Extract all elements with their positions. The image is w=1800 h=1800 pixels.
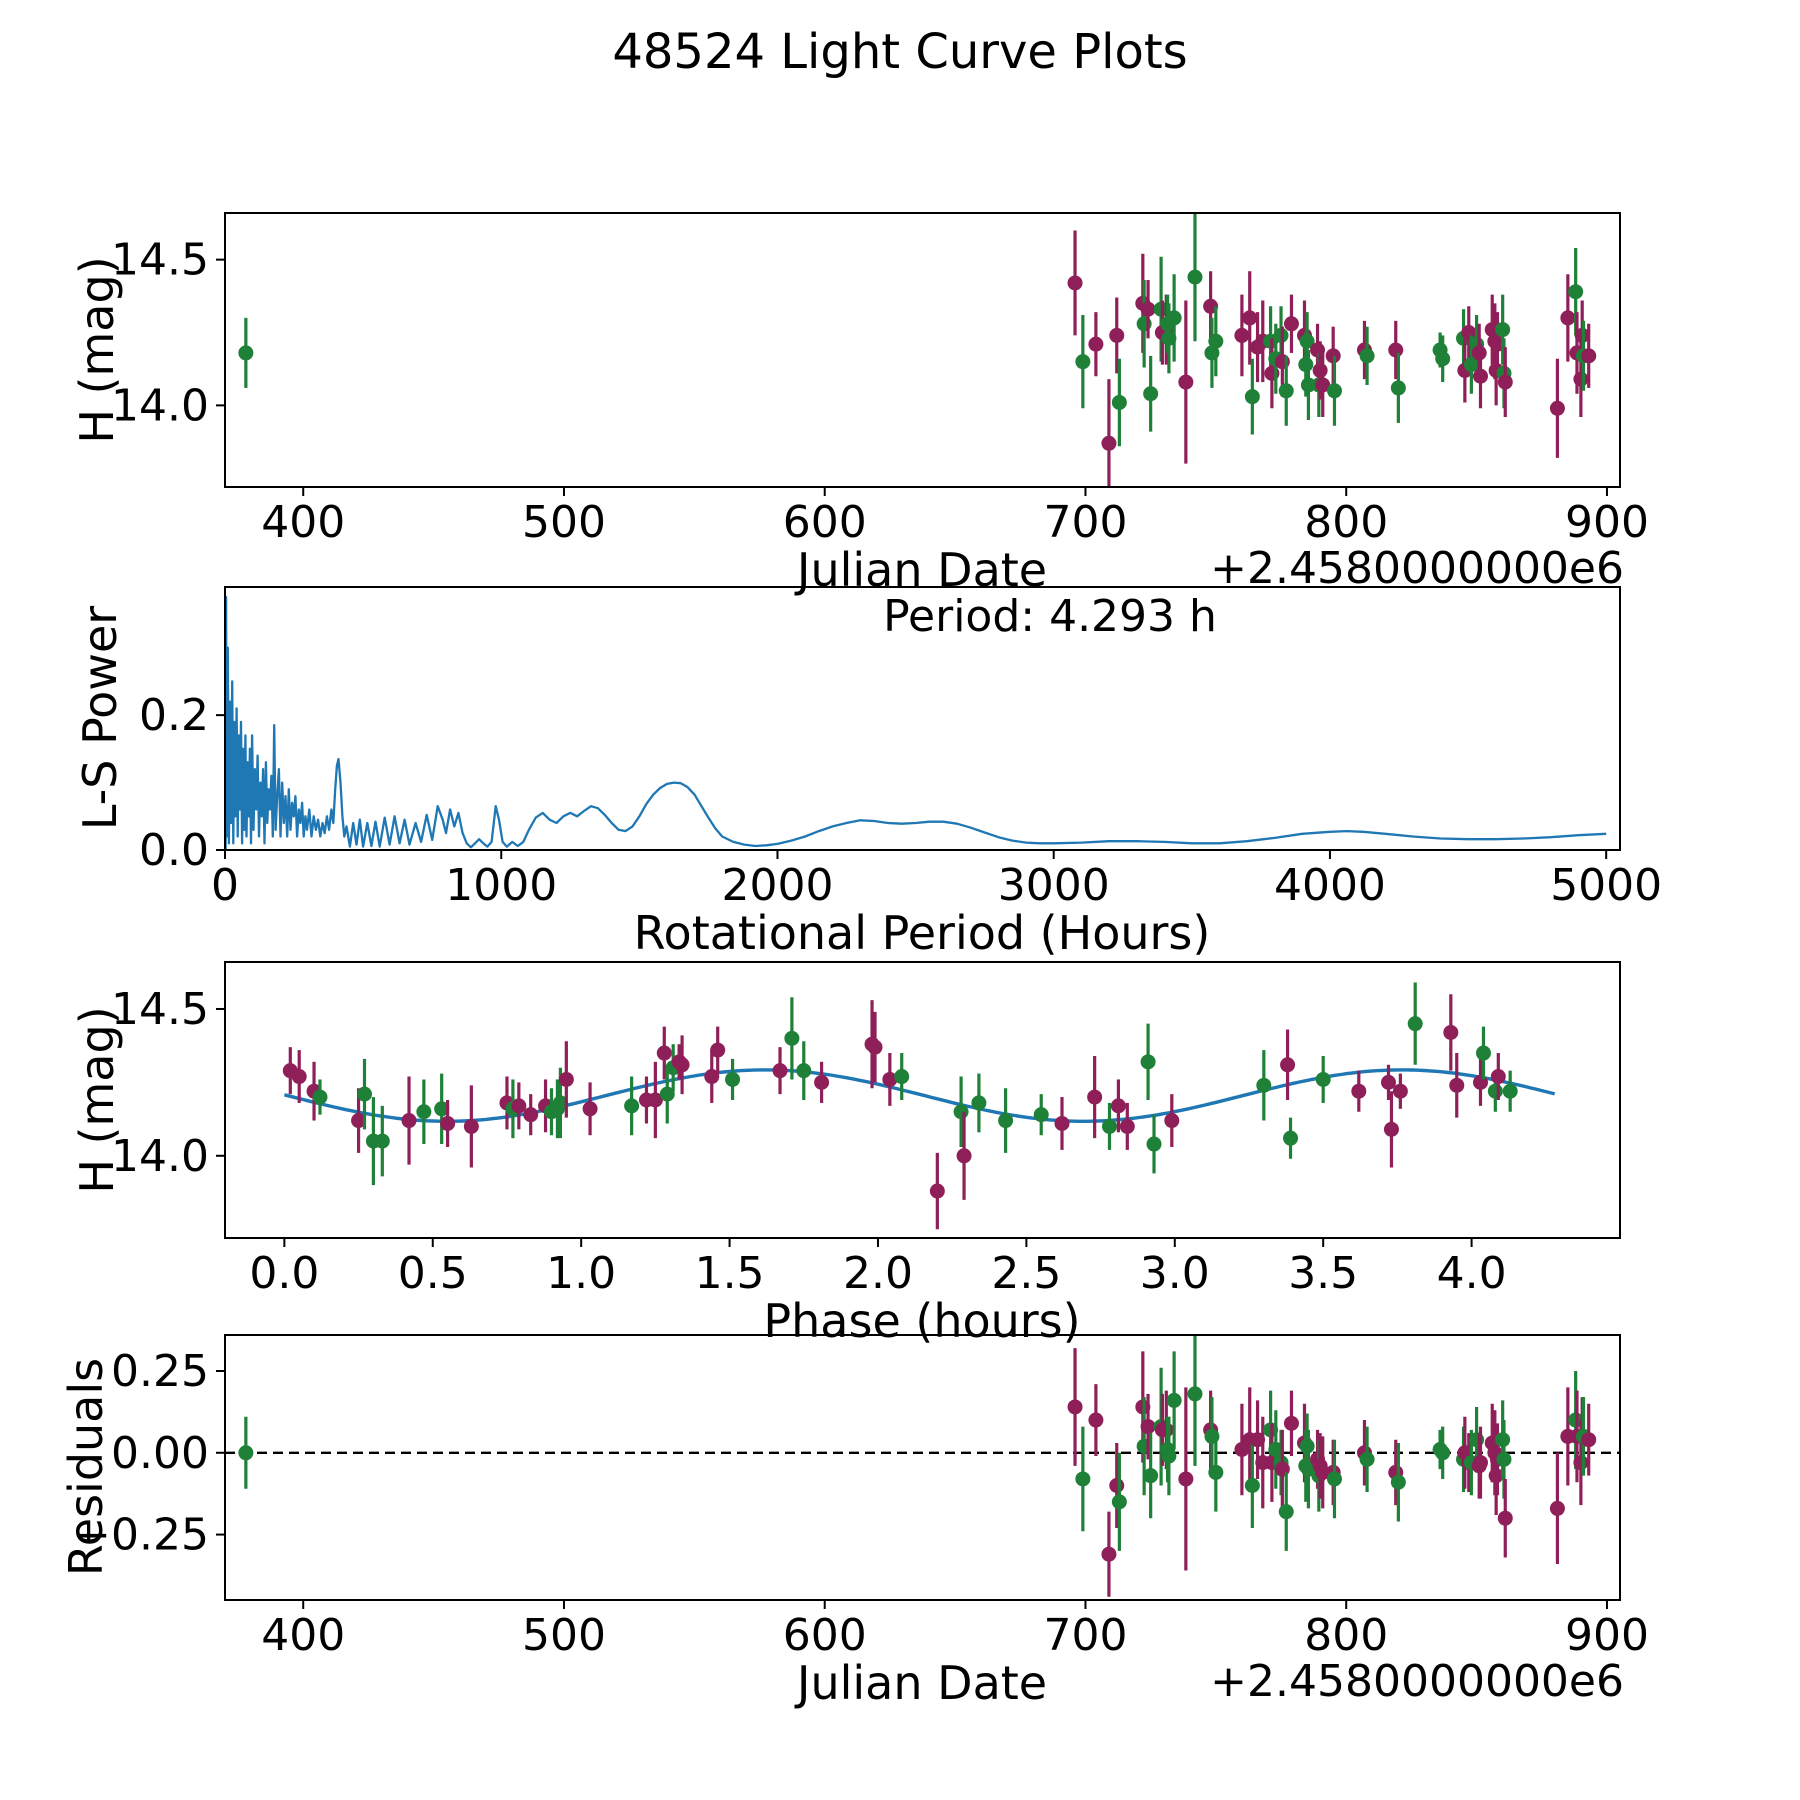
svg-text:1.0: 1.0 — [546, 1248, 616, 1299]
svg-text:5000: 5000 — [1550, 860, 1662, 911]
svg-text:4000: 4000 — [1274, 860, 1386, 911]
periodogram-x-axis-label: Rotational Period (Hours) — [633, 906, 1211, 960]
svg-text:14.0: 14.0 — [111, 380, 209, 431]
lightcurve-y-axis-label: H (mag) — [70, 256, 124, 444]
period-annotation: Period: 4.293 h — [883, 591, 1217, 642]
svg-text:3.0: 3.0 — [1140, 1248, 1210, 1299]
svg-text:700: 700 — [1043, 1610, 1127, 1661]
residuals-x-offset-text: +2.4580000000e6 — [1210, 1656, 1624, 1707]
svg-text:14.5: 14.5 — [111, 235, 209, 286]
svg-text:2.5: 2.5 — [991, 1248, 1061, 1299]
figure-title: 48524 Light Curve Plots — [612, 24, 1188, 80]
lightcurve-x-offset-text: +2.4580000000e6 — [1210, 543, 1624, 594]
svg-text:3000: 3000 — [998, 860, 1110, 911]
svg-text:1000: 1000 — [445, 860, 557, 911]
svg-text:3.5: 3.5 — [1288, 1248, 1358, 1299]
svg-text:400: 400 — [261, 497, 345, 548]
residuals-x-axis-label: Julian Date — [796, 1656, 1048, 1710]
lightcurve-x-axis-label: Julian Date — [796, 543, 1048, 597]
svg-text:2000: 2000 — [721, 860, 833, 911]
svg-text:0.5: 0.5 — [398, 1248, 468, 1299]
svg-text:2.0: 2.0 — [843, 1248, 913, 1299]
svg-text:800: 800 — [1304, 1610, 1388, 1661]
svg-text:1.5: 1.5 — [695, 1248, 765, 1299]
svg-text:0.0: 0.0 — [249, 1248, 319, 1299]
phased-y-axis-label: H (mag) — [70, 1006, 124, 1194]
residuals-y-axis-label: Residuals — [59, 1357, 113, 1577]
svg-text:500: 500 — [522, 1610, 606, 1661]
svg-text:−0.25: −0.25 — [74, 1510, 209, 1561]
periodogram-y-axis-label: L-S Power — [73, 605, 127, 831]
svg-text:0.0: 0.0 — [139, 825, 209, 876]
svg-text:700: 700 — [1043, 497, 1127, 548]
svg-text:0: 0 — [211, 860, 239, 911]
svg-text:14.5: 14.5 — [111, 984, 209, 1035]
svg-text:0.25: 0.25 — [111, 1346, 209, 1397]
svg-text:4.0: 4.0 — [1437, 1248, 1507, 1299]
svg-text:0.2: 0.2 — [139, 690, 209, 741]
phased-x-axis-label: Phase (hours) — [763, 1294, 1081, 1348]
svg-text:900: 900 — [1565, 497, 1649, 548]
svg-text:400: 400 — [261, 1610, 345, 1661]
svg-text:600: 600 — [783, 497, 867, 548]
svg-text:800: 800 — [1304, 497, 1388, 548]
svg-text:900: 900 — [1565, 1610, 1649, 1661]
svg-text:500: 500 — [522, 497, 606, 548]
svg-text:0.00: 0.00 — [111, 1428, 209, 1479]
svg-text:600: 600 — [783, 1610, 867, 1661]
svg-text:14.0: 14.0 — [111, 1131, 209, 1182]
